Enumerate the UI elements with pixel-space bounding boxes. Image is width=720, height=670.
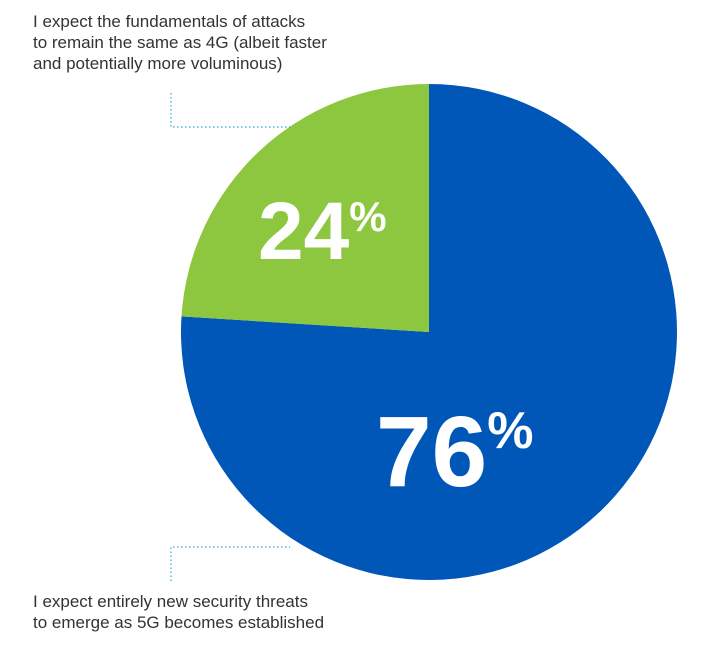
leader-line-top: [170, 93, 290, 128]
slice-label-24-line: to remain the same as 4G (albeit faster: [33, 33, 327, 52]
slice-label-24-line: and potentially more voluminous): [33, 54, 283, 73]
slice-label-76-line: to emerge as 5G becomes established: [33, 613, 325, 632]
pie-slice-24-percent: [181, 84, 429, 332]
slice-label-76-line: I expect entirely new security threats: [33, 592, 308, 611]
value-number-76: 76: [376, 396, 487, 508]
slice-label-24: I expect the fundamentals of attacks to …: [33, 11, 327, 74]
slice-label-24-line: I expect the fundamentals of attacks: [33, 12, 306, 31]
value-number-24: 24: [258, 186, 350, 277]
leader-line-bottom: [170, 546, 290, 581]
value-unit-24: %: [349, 193, 386, 240]
value-label-24: 24%: [258, 186, 387, 277]
value-unit-76: %: [487, 402, 533, 460]
value-label-76: 76%: [376, 396, 533, 508]
slice-label-76: I expect entirely new security threats t…: [33, 591, 324, 633]
